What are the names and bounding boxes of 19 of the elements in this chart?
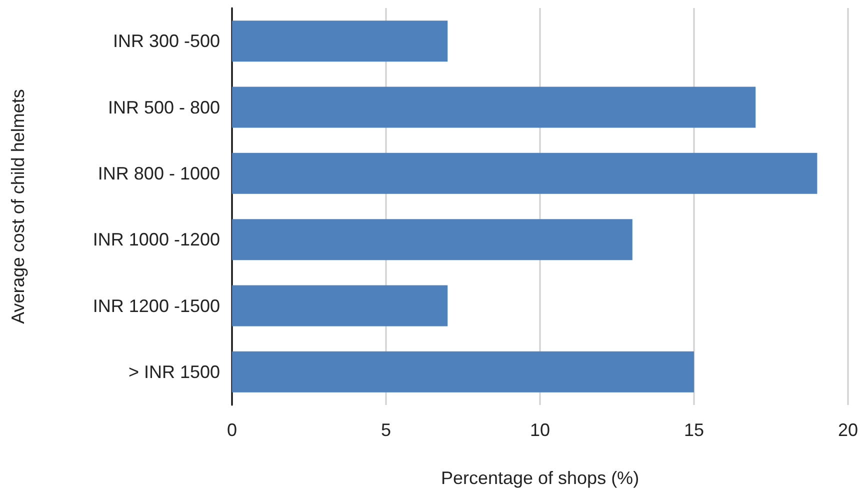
y-tick-label: INR 300 -500: [112, 31, 220, 52]
bar: [232, 351, 694, 392]
x-tick-label: 20: [838, 420, 858, 440]
x-axis-title: Percentage of shops (%): [440, 468, 640, 488]
bar: [232, 285, 448, 326]
y-tick-label: > INR 1500: [128, 362, 220, 382]
y-tick-label: INR 1200 -1500: [92, 296, 220, 316]
bar: [232, 219, 632, 260]
bar: [232, 152, 818, 194]
y-tick-label: INR 800 - 1000: [98, 163, 220, 184]
bar: [232, 86, 756, 128]
x-tick-label: 15: [684, 420, 704, 440]
y-axis-title: Average cost of child helmets: [8, 89, 28, 324]
x-tick-label: 10: [530, 420, 550, 440]
y-tick-label: INR 1000 -1200: [92, 230, 220, 250]
bar: [232, 20, 448, 62]
x-tick-label: 0: [226, 420, 238, 440]
x-tick-label: 5: [380, 420, 392, 440]
y-tick-label: INR 500 - 800: [108, 97, 220, 118]
